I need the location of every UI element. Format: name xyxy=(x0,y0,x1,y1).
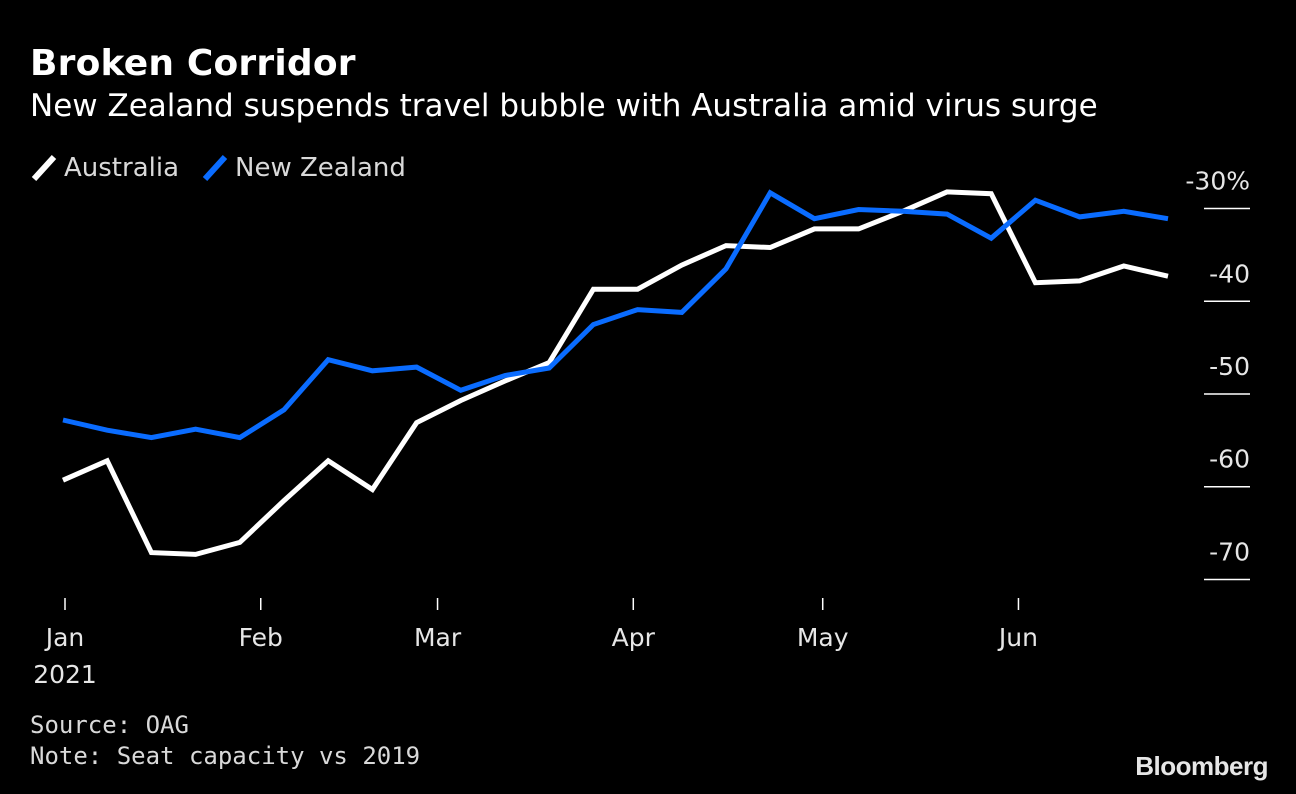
x-tick-label-4: May xyxy=(797,623,849,652)
y-tick-label-2: -50 xyxy=(1209,352,1250,381)
legend: Australia New Zealand xyxy=(30,150,428,186)
legend-swatch-new-zealand xyxy=(202,154,228,182)
chart-subtitle: New Zealand suspends travel bubble with … xyxy=(30,88,1098,124)
legend-swatch-australia xyxy=(31,154,57,182)
footer: Source: OAG Note: Seat capacity vs 2019 xyxy=(30,710,420,772)
y-tick-label-1: -40 xyxy=(1209,259,1250,288)
x-tick-label-5: Jun xyxy=(997,623,1038,652)
x-tick-label-3: Apr xyxy=(612,623,656,652)
legend-label-new-zealand: New Zealand xyxy=(235,153,406,183)
x-tick-sublabel-0: 2021 xyxy=(33,660,97,689)
y-tick-label-0: -30% xyxy=(1185,167,1250,196)
series-line-new-zealand xyxy=(62,189,1169,441)
x-tick-label-0: Jan xyxy=(44,623,85,652)
x-tick-label-2: Mar xyxy=(414,623,462,652)
y-tick-label-3: -60 xyxy=(1209,445,1250,474)
bloomberg-logo: Bloomberg xyxy=(1135,751,1268,781)
legend-item-australia: Australia xyxy=(30,153,179,183)
source-note: Source: OAG xyxy=(30,711,189,739)
y-tick-label-4: -70 xyxy=(1209,537,1250,566)
x-tick-label-1: Feb xyxy=(239,623,283,652)
methodology-note: Note: Seat capacity vs 2019 xyxy=(30,742,421,770)
legend-label-australia: Australia xyxy=(64,153,180,183)
chart-title: Broken Corridor xyxy=(30,43,356,84)
series-line-australia xyxy=(61,189,1169,557)
legend-item-new-zealand: New Zealand xyxy=(201,153,406,183)
